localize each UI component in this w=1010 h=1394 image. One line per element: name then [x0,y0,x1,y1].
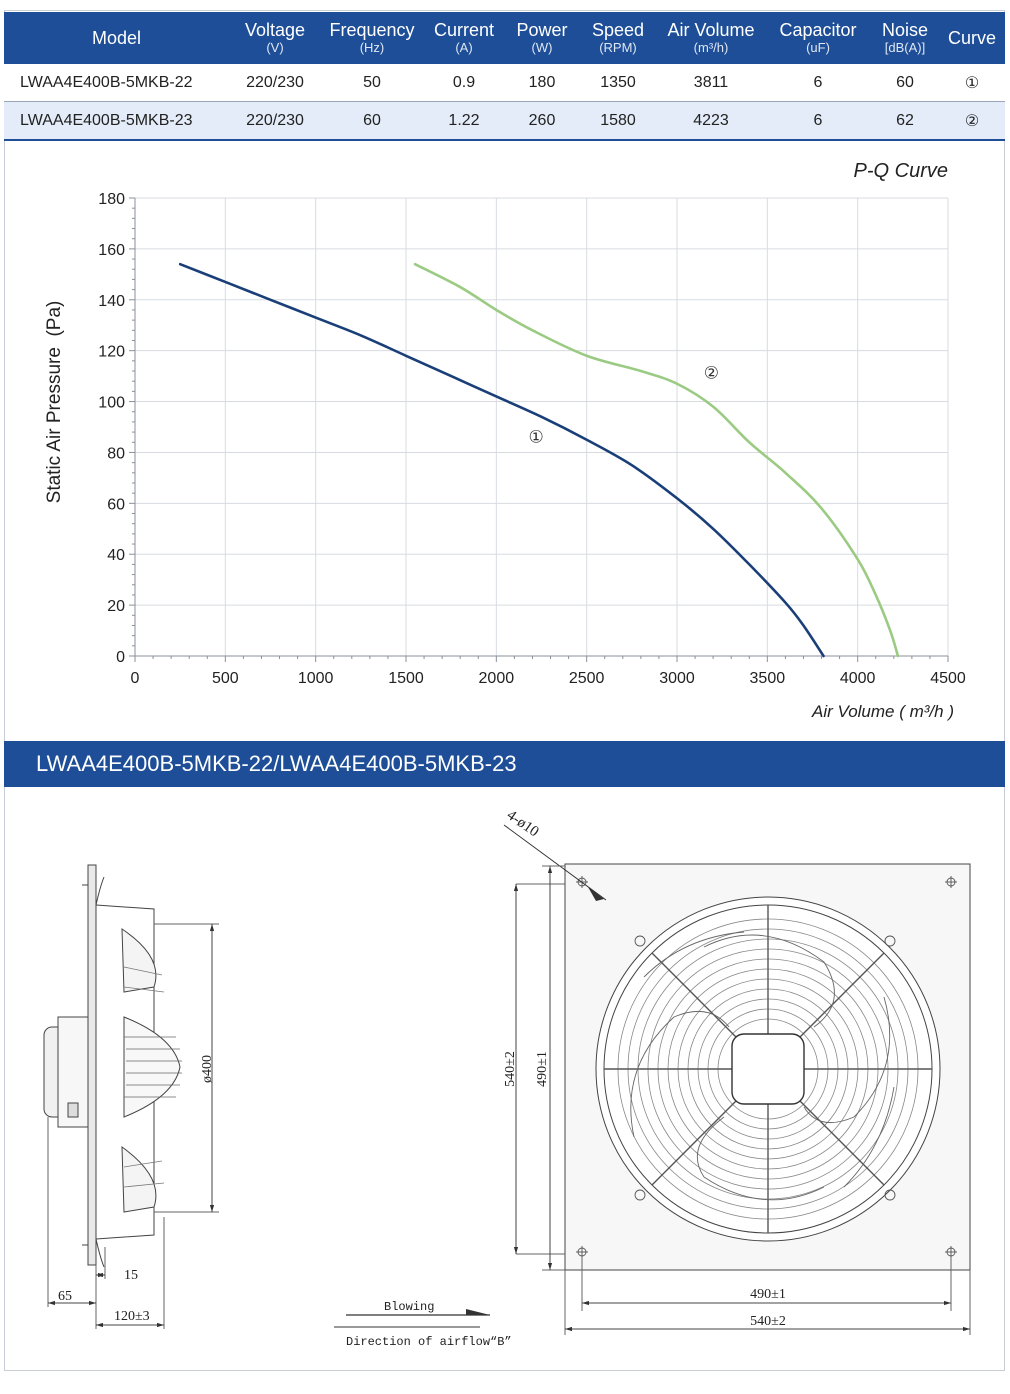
spec-table: Model Voltage (V) Frequency (Hz) Current (A) Po… [4,12,1005,141]
table-header-title: Speed [591,20,645,40]
x-tick-label: 1000 [298,670,334,687]
table-cell: 1.22 [423,101,505,141]
table-cell: 6 [765,64,871,102]
table-cell: 3811 [657,64,765,102]
airflow-label: Direction of airflow“B” [346,1335,512,1349]
dim-490-horizontal-label: 490±1 [750,1287,786,1302]
table-cell: ② [939,101,1005,141]
table-header-cell: Frequency (Hz) [321,12,423,64]
dim-540-horizontal-label: 540±2 [750,1314,786,1329]
pq-chart: 0 500 1000 1500 2000 2500 3000 3500 4000 4500 0 20 4… [44,160,966,721]
table-cell: 220/230 [229,101,321,141]
table-header-title: Model [91,28,142,48]
x-tick-label: 0 [131,670,140,687]
table-header-cell: Current (A) [423,12,505,64]
table-header-unit: (Hz) [359,40,385,55]
y-axis-label: Static Air Pressure (Pa) [44,301,65,504]
table-header-title: Voltage [244,20,306,40]
table-cell: 180 [505,64,579,102]
table-cell: 1350 [579,64,657,102]
x-tick-label: 2500 [569,670,605,687]
y-tick-label: 80 [107,445,125,462]
y-tick-label: 20 [107,598,125,615]
table-cell: ① [939,64,1005,102]
x-tick-label: 2000 [479,670,515,687]
x-tick-label: 3000 [659,670,695,687]
table-header-title: Frequency [329,20,415,40]
dim-65-label: 65 [58,1289,72,1304]
curve-annotation-label: ② [704,364,719,384]
section-title-bar: LWAA4E400B-5MKB-22/LWAA4E400B-5MKB-23 [4,741,1005,787]
section-title: LWAA4E400B-5MKB-22/LWAA4E400B-5MKB-23 [36,751,517,776]
y-tick-label: 160 [98,242,125,259]
series-line-2 [413,262,900,658]
table-cell: 1580 [579,101,657,141]
table-header-row: Model Voltage (V) Frequency (Hz) Current (A) Po… [4,12,1005,64]
table-header-cell: Voltage (V) [229,12,321,64]
table-cell: 4223 [657,101,765,141]
table-header-unit: (m³/h) [693,40,729,55]
table-cell: 260 [505,101,579,141]
table-header-unit: (uF) [806,40,830,55]
x-axis-label: Air Volume ( m³/h ) [811,702,954,721]
table-row: LWAA4E400B-5MKB-23 220/230 60 1.22 260 1580 42… [4,101,1005,141]
table-header-title: Noise [881,20,929,40]
table-header-cell: Noise [dB(A)] [871,12,939,64]
table-header-title: Power [516,20,568,40]
table-cell: 220/230 [229,64,321,102]
front-view [503,824,971,1335]
x-tick-label: 1500 [388,670,424,687]
table-header-title: Capacitor [779,20,857,40]
series-line-1 [178,262,825,658]
table-header-cell: Air Volume (m³/h) [657,12,765,64]
y-tick-label: 60 [107,496,125,513]
dimension-drawing: ø400 15 65 120±3 Blowing Direction of ai… [43,807,971,1349]
dim-490-vertical-label: 490±1 [535,1051,550,1087]
x-tick-label: 500 [212,670,239,687]
curve-annotation-label: ① [528,427,543,447]
table-header-cell: Model [4,12,229,64]
airflow-indicator [334,1309,490,1328]
dim-400-label: ø400 [200,1055,215,1083]
y-tick-label: 100 [98,395,125,412]
dim-15-label: 15 [124,1268,138,1283]
x-tick-label: 4500 [930,670,966,687]
table-header-unit: [dB(A)] [884,40,926,55]
table-cell: 6 [765,101,871,141]
table-header-title: Current [433,20,495,40]
table-header-cell: Curve [939,12,1005,64]
table-cell: 50 [321,64,423,102]
y-tick-label: 120 [98,344,125,361]
model-cell: LWAA4E400B-5MKB-22 [4,64,229,102]
table-cell: 62 [871,101,939,141]
table-header-unit: (V) [266,40,284,55]
y-tick-label: 180 [98,191,125,208]
y-tick-label: 0 [116,649,125,666]
side-view [43,864,219,1329]
table-header-cell: Power (W) [505,12,579,64]
table-cell: 60 [321,101,423,141]
x-tick-label: 3500 [750,670,786,687]
table-row: LWAA4E400B-5MKB-22 220/230 50 0.9 180 1350 381… [4,64,1005,102]
dim-120-label: 120±3 [114,1309,150,1324]
table-header-cell: Speed (RPM) [579,12,657,64]
table-header-unit: (RPM) [599,40,637,55]
table-header-unit: (A) [455,40,473,55]
table-header-title: Curve [947,28,996,48]
table-header-cell: Capacitor (uF) [765,12,871,64]
x-tick-label: 4000 [840,670,876,687]
table-header-title: Air Volume [667,20,755,40]
y-tick-label: 40 [107,547,125,564]
dim-540-vertical-label: 540±2 [503,1051,518,1087]
y-tick-label: 140 [98,293,125,310]
blowing-label: Blowing [384,1300,434,1314]
table-cell: 0.9 [423,64,505,102]
model-cell: LWAA4E400B-5MKB-23 [4,101,229,141]
page-frame [4,10,1005,1371]
table-header-unit: (W) [531,40,553,55]
holes-label: 4-ø10 [504,807,542,840]
chart-title: P-Q Curve [854,160,948,182]
table-cell: 60 [871,64,939,102]
